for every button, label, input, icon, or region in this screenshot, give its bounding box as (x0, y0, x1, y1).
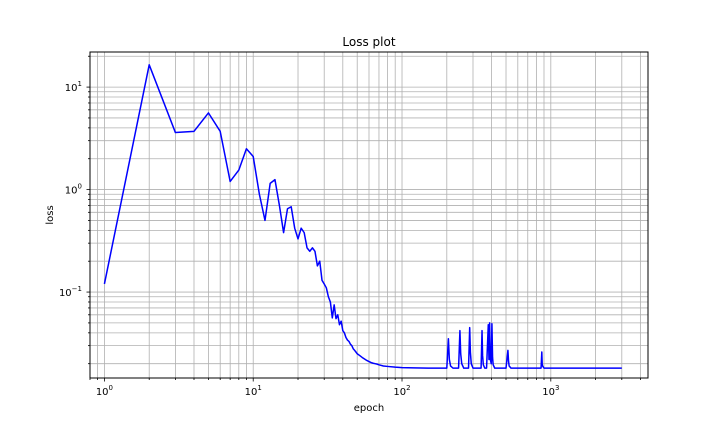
x-tick-exponent: 0 (109, 384, 113, 392)
x-tick-label: 101 (245, 384, 262, 398)
x-tick-exponent: 3 (555, 384, 559, 392)
y-tick-base: 10 (59, 288, 72, 299)
x-tick-base: 10 (96, 387, 109, 398)
x-tick-label: 102 (393, 384, 410, 398)
y-tick-label: 10−1 (59, 285, 82, 299)
y-tick-base: 10 (65, 186, 78, 197)
x-tick-base: 10 (542, 387, 555, 398)
chart-title: Loss plot (342, 35, 395, 49)
y-tick-exponent: 1 (78, 80, 82, 88)
x-axis-label: epoch (354, 403, 384, 414)
x-tick-label: 103 (542, 384, 559, 398)
grid (89, 52, 648, 378)
y-tick-label: 100 (65, 183, 82, 197)
loss-series-line (103, 64, 622, 369)
x-tick-exponent: 1 (257, 384, 261, 392)
x-tick-base: 10 (245, 387, 258, 398)
y-tick-label: 101 (65, 80, 82, 94)
y-tick-base: 10 (65, 83, 78, 94)
y-axis-label: loss (45, 205, 56, 224)
y-tick-exponent: 0 (78, 183, 82, 191)
series-layer (103, 64, 622, 369)
y-tick-exponent: −1 (72, 285, 82, 293)
x-tick-base: 10 (393, 387, 406, 398)
x-tick-exponent: 2 (406, 384, 410, 392)
x-tick-label: 100 (96, 384, 113, 398)
